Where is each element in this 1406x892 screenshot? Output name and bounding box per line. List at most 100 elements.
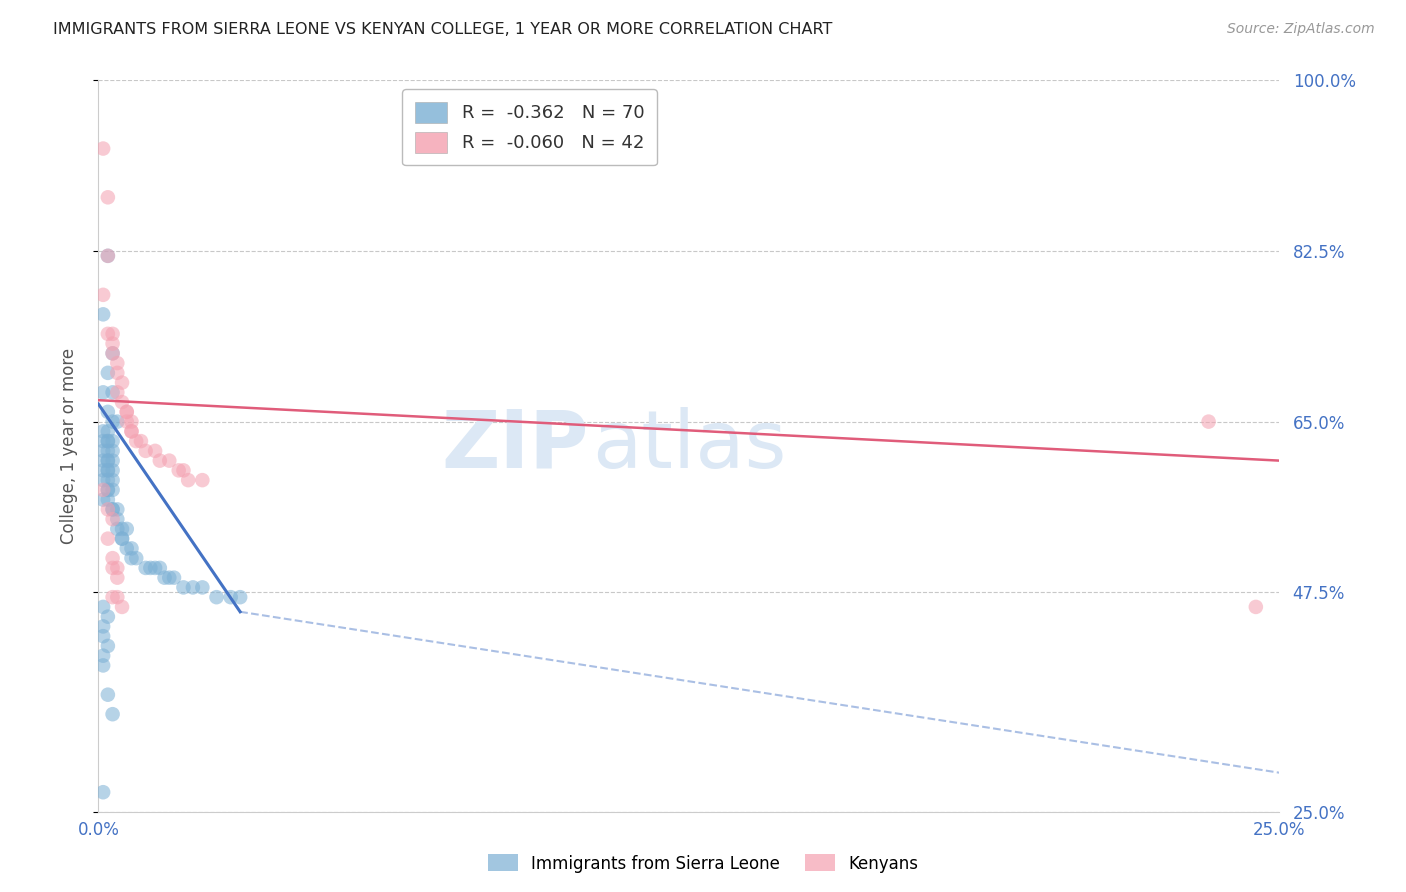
- Point: [97, 190, 120, 204]
- Point: [143, 443, 166, 458]
- Point: [97, 453, 120, 467]
- Point: [97, 249, 120, 263]
- Point: [97, 473, 120, 487]
- Point: [97, 434, 120, 449]
- Point: [121, 415, 143, 429]
- Point: [1198, 415, 1220, 429]
- Point: [115, 405, 138, 419]
- Point: [97, 453, 120, 467]
- Point: [105, 571, 128, 585]
- Point: [101, 453, 124, 467]
- Point: [91, 483, 114, 497]
- Point: [97, 463, 120, 477]
- Point: [121, 541, 143, 556]
- Point: [111, 522, 134, 536]
- Point: [139, 561, 162, 575]
- Text: Source: ZipAtlas.com: Source: ZipAtlas.com: [1227, 22, 1375, 37]
- Point: [111, 532, 134, 546]
- Point: [101, 502, 124, 516]
- Point: [101, 502, 124, 516]
- Point: [91, 463, 114, 477]
- Point: [177, 473, 200, 487]
- Point: [105, 502, 128, 516]
- Point: [91, 658, 114, 673]
- Point: [172, 581, 194, 595]
- Point: [135, 561, 157, 575]
- Point: [157, 453, 180, 467]
- Point: [157, 571, 180, 585]
- Point: [97, 483, 120, 497]
- Point: [91, 434, 114, 449]
- Point: [105, 561, 128, 575]
- Point: [91, 443, 114, 458]
- Point: [91, 629, 114, 643]
- Point: [121, 551, 143, 566]
- Text: atlas: atlas: [592, 407, 786, 485]
- Point: [101, 551, 124, 566]
- Point: [105, 356, 128, 370]
- Point: [129, 434, 152, 449]
- Point: [105, 590, 128, 604]
- Point: [91, 307, 114, 321]
- Y-axis label: College, 1 year or more: College, 1 year or more: [59, 348, 77, 544]
- Point: [115, 415, 138, 429]
- Point: [1244, 599, 1267, 614]
- Point: [149, 561, 172, 575]
- Point: [121, 425, 143, 439]
- Point: [163, 571, 186, 585]
- Point: [97, 492, 120, 507]
- Point: [97, 434, 120, 449]
- Point: [191, 581, 214, 595]
- Point: [115, 541, 138, 556]
- Point: [125, 551, 148, 566]
- Point: [91, 425, 114, 439]
- Point: [97, 502, 120, 516]
- Point: [97, 609, 120, 624]
- Point: [101, 326, 124, 341]
- Point: [101, 463, 124, 477]
- Point: [91, 492, 114, 507]
- Point: [97, 443, 120, 458]
- Point: [115, 522, 138, 536]
- Point: [101, 483, 124, 497]
- Point: [191, 473, 214, 487]
- Point: [101, 415, 124, 429]
- Point: [205, 590, 228, 604]
- Point: [111, 376, 134, 390]
- Point: [101, 346, 124, 360]
- Point: [91, 648, 114, 663]
- Point: [101, 385, 124, 400]
- Point: [91, 599, 114, 614]
- Point: [97, 405, 120, 419]
- Point: [97, 366, 120, 380]
- Point: [181, 581, 204, 595]
- Point: [101, 443, 124, 458]
- Point: [97, 425, 120, 439]
- Point: [111, 532, 134, 546]
- Point: [101, 346, 124, 360]
- Point: [149, 453, 172, 467]
- Point: [97, 688, 120, 702]
- Point: [91, 473, 114, 487]
- Point: [121, 425, 143, 439]
- Point: [97, 483, 120, 497]
- Point: [101, 707, 124, 722]
- Point: [97, 532, 120, 546]
- Point: [101, 590, 124, 604]
- Point: [91, 785, 114, 799]
- Point: [153, 571, 176, 585]
- Text: IMMIGRANTS FROM SIERRA LEONE VS KENYAN COLLEGE, 1 YEAR OR MORE CORRELATION CHART: IMMIGRANTS FROM SIERRA LEONE VS KENYAN C…: [53, 22, 832, 37]
- Point: [219, 590, 242, 604]
- Point: [105, 415, 128, 429]
- Point: [101, 336, 124, 351]
- Point: [125, 434, 148, 449]
- Point: [91, 288, 114, 302]
- Point: [167, 463, 190, 477]
- Point: [229, 590, 252, 604]
- Point: [91, 142, 114, 156]
- Point: [105, 385, 128, 400]
- Point: [105, 522, 128, 536]
- Point: [101, 473, 124, 487]
- Point: [91, 385, 114, 400]
- Point: [172, 463, 194, 477]
